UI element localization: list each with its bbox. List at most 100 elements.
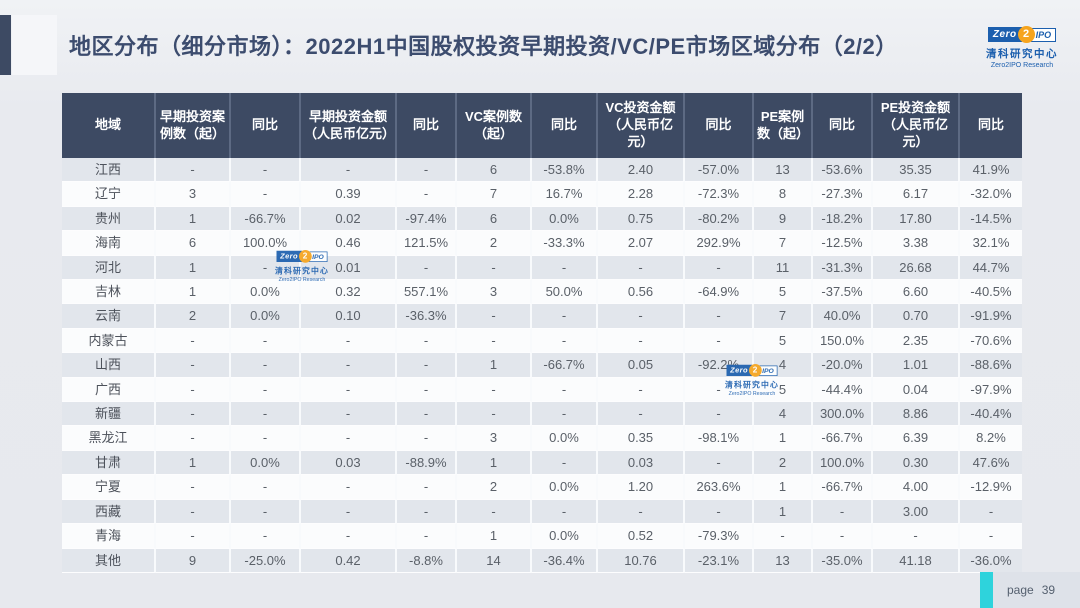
value-cell: - — [685, 377, 754, 403]
value-cell: - — [397, 402, 457, 427]
value-cell: 0.30 — [873, 450, 960, 476]
value-cell: 41.18 — [873, 548, 960, 573]
value-cell: 1 — [754, 475, 813, 500]
value-cell: - — [397, 499, 457, 525]
value-cell: 5 — [754, 328, 813, 354]
value-cell: - — [598, 402, 685, 427]
value-cell: 16.7% — [532, 182, 598, 207]
page-title: 地区分布（细分市场）：2022H1中国股权投资早期投资/VC/PE市场区域分布（… — [69, 34, 898, 59]
value-cell: -23.1% — [685, 548, 754, 573]
value-cell: - — [156, 402, 231, 427]
value-cell: - — [685, 255, 754, 281]
region-distribution-table: 地域 早期投资案例数（起） 同比 早期投资金额（人民币亿元） 同比 VC案例数（起） 同比 V… — [62, 93, 1022, 573]
value-cell: 50.0% — [532, 280, 598, 305]
zero2ipo-logo: Zero 2 IPO 清科研究中心 Zero2IPO Research — [982, 26, 1062, 69]
value-cell: 263.6% — [685, 475, 754, 500]
value-cell: 0.04 — [873, 377, 960, 403]
value-cell: -72.3% — [685, 182, 754, 207]
value-cell: 47.6% — [960, 451, 1022, 476]
column-header: PE案例数（起） — [754, 93, 813, 158]
value-cell: 40.0% — [813, 304, 873, 329]
column-header: VC案例数（起） — [457, 93, 532, 158]
region-cell: 宁夏 — [62, 475, 156, 500]
watermark-logo: Zero 2 IPO 清科研究中心 Zero2IPO Research — [722, 364, 782, 396]
value-cell: 8.2% — [960, 426, 1022, 451]
value-cell: -80.2% — [685, 206, 754, 232]
value-cell: 6.60 — [873, 280, 960, 305]
value-cell: 8 — [754, 182, 813, 207]
table-row: 其他 9 -25.0% 0.42 -8.8% 14 -36.4% 10.76 -23.1% 13-… — [62, 548, 1022, 573]
value-cell: 0.52 — [598, 524, 685, 549]
value-cell: 300.0% — [813, 402, 873, 427]
value-cell: - — [598, 377, 685, 403]
column-header: 同比 — [685, 93, 754, 158]
region-cell: 贵州 — [62, 206, 156, 232]
value-cell: 0.02 — [301, 206, 397, 232]
value-cell: 0.01 — [301, 255, 397, 281]
value-cell: - — [960, 524, 1022, 549]
value-cell: - — [813, 524, 873, 549]
value-cell: - — [960, 500, 1022, 525]
value-cell: 1 — [457, 353, 532, 378]
page-label: page — [1007, 583, 1034, 597]
value-cell: 2 — [156, 304, 231, 329]
logo-wordmark: Zero 2 IPO — [722, 364, 782, 377]
logo-ipo-badge: IPO — [1030, 27, 1057, 42]
region-cell: 青海 — [62, 524, 156, 549]
value-cell: - — [397, 475, 457, 500]
table-header-row: 地域 早期投资案例数（起） 同比 早期投资金额（人民币亿元） 同比 VC案例数（起） 同比 V… — [62, 93, 1022, 158]
value-cell: -40.5% — [960, 280, 1022, 305]
region-cell: 辽宁 — [62, 182, 156, 207]
value-cell: - — [532, 499, 598, 525]
value-cell: 0.75 — [598, 206, 685, 232]
value-cell: -18.2% — [813, 206, 873, 232]
value-cell: 0.0% — [231, 450, 301, 476]
region-cell: 江西 — [62, 158, 156, 183]
value-cell: 2 — [754, 450, 813, 476]
value-cell: - — [156, 377, 231, 403]
table-row: 甘肃 1 0.0% 0.03 -88.9% 1-0.03-2 100.0% 0.30 47.6% — [62, 450, 1022, 476]
value-cell: -32.0% — [960, 182, 1022, 207]
value-cell: 4 — [754, 402, 813, 427]
value-cell: - — [231, 158, 301, 183]
value-cell: - — [231, 402, 301, 427]
value-cell: 11 — [754, 255, 813, 281]
region-cell: 广西 — [62, 377, 156, 403]
logo-name-en: Zero2IPO Research — [278, 277, 326, 283]
value-cell: - — [397, 158, 457, 183]
logo-zero-badge: Zero — [726, 364, 752, 376]
value-cell: 6 — [457, 158, 532, 183]
title-bar: 地区分布（细分市场）：2022H1中国股权投资早期投资/VC/PE市场区域分布（… — [0, 15, 898, 75]
column-header: 同比 — [231, 93, 301, 158]
value-cell: - — [301, 158, 397, 183]
value-cell: - — [598, 499, 685, 525]
value-cell: - — [231, 524, 301, 549]
value-cell: 10.76 — [598, 548, 685, 573]
value-cell: -12.9% — [960, 475, 1022, 500]
table-row: 云南 2 0.0% 0.10 -36.3% - - - -7 40.0% 0.70 -91.9% — [62, 304, 1022, 329]
value-cell: - — [685, 450, 754, 476]
value-cell: 0.10 — [301, 304, 397, 329]
value-cell: - — [873, 524, 960, 549]
value-cell: -66.7% — [813, 475, 873, 500]
column-header: PE投资金额（人民币亿元） — [873, 93, 960, 158]
value-cell: -20.0% — [813, 353, 873, 378]
logo-two-badge: 2 — [748, 364, 762, 377]
value-cell: 35.35 — [873, 158, 960, 183]
value-cell: - — [685, 304, 754, 329]
value-cell: - — [457, 304, 532, 329]
table-row: 西藏 - - - - - - - -1-3.00- — [62, 499, 1022, 525]
value-cell: 5 — [754, 280, 813, 305]
region-cell: 山西 — [62, 353, 156, 378]
value-cell: - — [457, 499, 532, 525]
value-cell: -25.0% — [231, 548, 301, 573]
value-cell: - — [301, 402, 397, 427]
column-header: 早期投资案例数（起） — [156, 93, 231, 158]
value-cell: - — [156, 524, 231, 549]
value-cell: 150.0% — [813, 328, 873, 354]
value-cell: -88.6% — [960, 353, 1022, 378]
value-cell: - — [301, 328, 397, 354]
value-cell: -14.5% — [960, 207, 1022, 232]
value-cell: -27.3% — [813, 182, 873, 207]
column-header: VC投资金额（人民币亿元） — [598, 93, 685, 158]
